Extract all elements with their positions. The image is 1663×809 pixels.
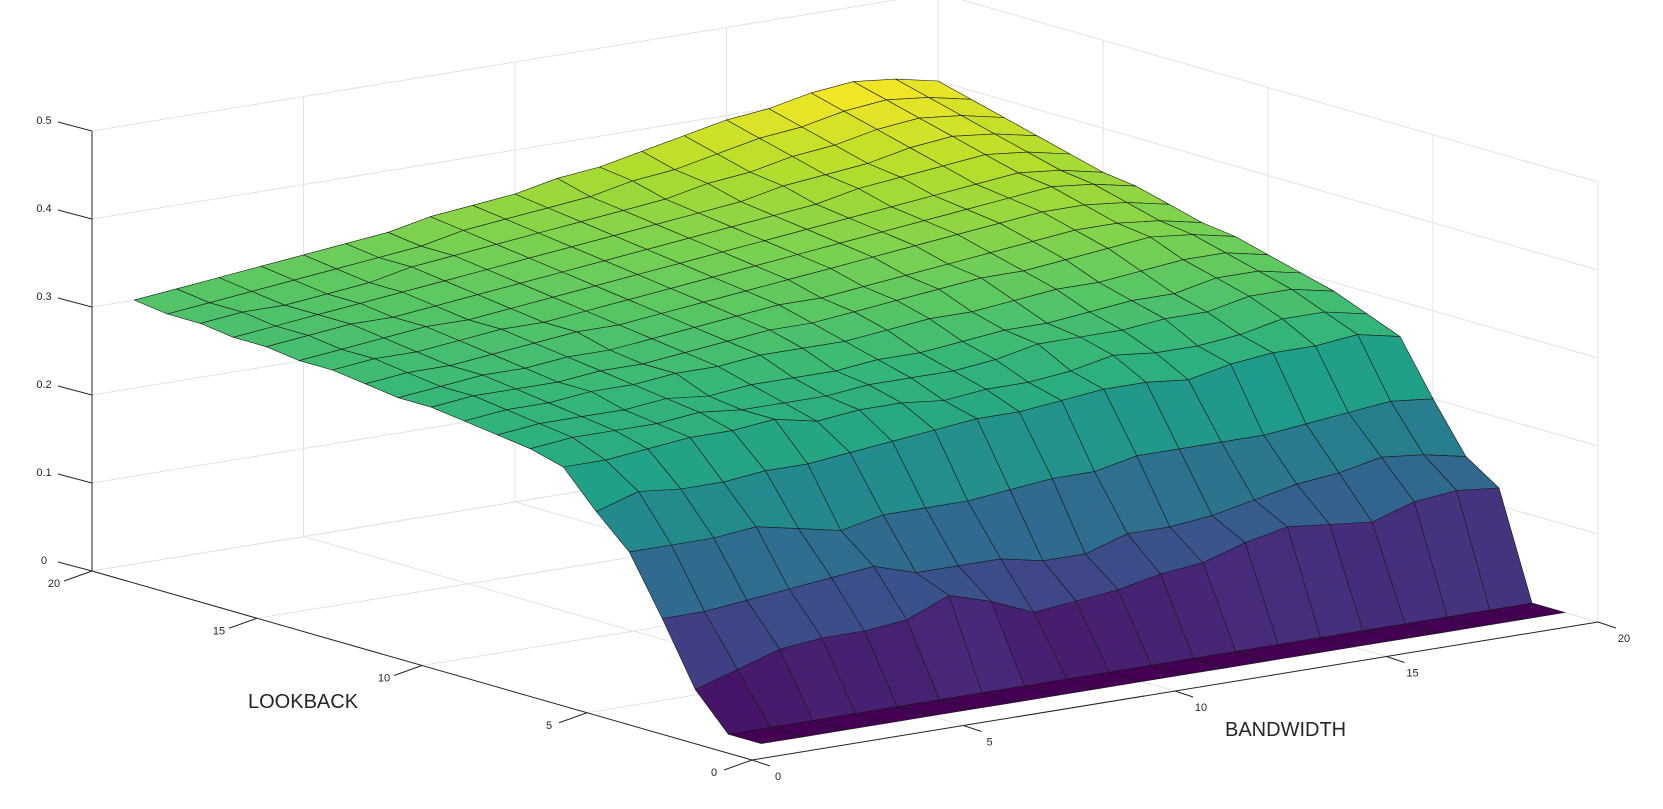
y-tick-label: 10 — [378, 673, 390, 685]
x-tick-label: 10 — [1195, 702, 1207, 714]
x-axis-label: BANDWIDTH — [1225, 719, 1346, 741]
x-tick-mark — [1597, 621, 1617, 629]
y-tick-mark — [228, 617, 258, 629]
x-tick-mark — [751, 759, 771, 767]
z-tick-mark — [57, 121, 93, 132]
z-tick-label: 0.3 — [36, 291, 51, 303]
x-tick-label: 5 — [986, 737, 992, 749]
y-tick-mark — [393, 665, 423, 676]
x-tick-label: 20 — [1618, 633, 1630, 645]
z-tick-label: 0.4 — [36, 203, 51, 215]
x-tick-label: 15 — [1406, 668, 1418, 680]
z-tick-mark — [57, 385, 93, 396]
z-tick-label: 0.1 — [36, 467, 51, 479]
x-tick-mark — [1386, 656, 1405, 663]
y-tick-label: 0 — [711, 767, 717, 779]
y-tick-mark — [723, 759, 753, 771]
z-tick-label: 0.2 — [36, 379, 51, 391]
x-tick-mark — [1174, 690, 1194, 698]
side-grid-z — [960, 0, 1599, 183]
z-tick-mark — [57, 297, 93, 308]
z-tick-label: 0 — [41, 555, 47, 567]
y-axis-label: LOOKBACK — [248, 691, 359, 713]
y-tick-mark — [558, 712, 588, 724]
surface — [134, 78, 1566, 744]
y-tick-mark — [63, 570, 93, 582]
x-tick-mark — [963, 725, 982, 732]
z-tick-mark — [57, 473, 93, 484]
wall-grid-z — [91, 0, 899, 132]
y-tick-label: 20 — [48, 578, 60, 590]
axes-lines — [57, 121, 1617, 771]
side-grid-z — [937, 80, 1599, 271]
z-tick-mark — [57, 561, 93, 572]
z-tick-label: 0.5 — [36, 115, 51, 127]
z-tick-mark — [57, 209, 93, 220]
y-tick-label: 5 — [546, 720, 552, 732]
x-tick-label: 0 — [775, 771, 781, 783]
y-tick-label: 15 — [213, 625, 225, 637]
surface-patch — [1489, 602, 1566, 620]
